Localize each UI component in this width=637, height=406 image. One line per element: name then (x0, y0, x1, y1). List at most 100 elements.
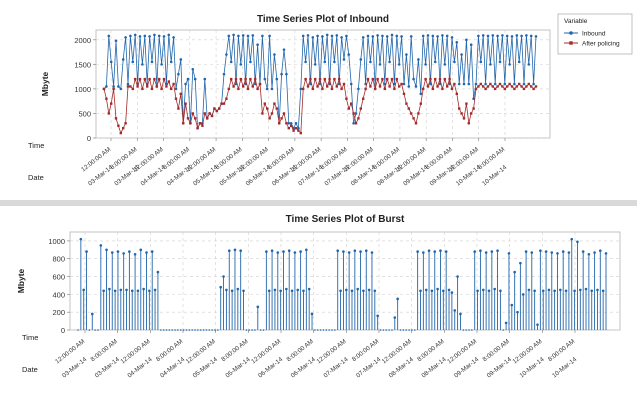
series-0-point-138 (471, 329, 473, 331)
series-0-point-61 (251, 329, 253, 331)
series-1-point-0 (102, 87, 106, 91)
series-0-point-83 (301, 34, 305, 38)
series-0-point-27 (153, 288, 157, 292)
series-0-point-138 (433, 60, 437, 64)
series-0-point-62 (251, 34, 255, 37)
series-1-point-124 (400, 82, 403, 86)
series-0-point-95 (330, 34, 334, 38)
y-tick-label-5: 1000 (48, 237, 65, 246)
series-0-point-180 (534, 35, 538, 38)
series-0-point-144 (487, 289, 491, 293)
series-0-point-132 (453, 309, 457, 312)
series-0-point-124 (430, 289, 434, 293)
series-0-point-26 (150, 250, 154, 253)
series-1-point-130 (414, 122, 418, 125)
series-0-point-158 (481, 34, 485, 37)
series-0-point-28 (156, 270, 160, 274)
series-0-point-18 (128, 250, 131, 253)
series-1-point-84 (304, 77, 307, 81)
series-1-point-151 (465, 102, 468, 105)
series-0-point-56 (237, 34, 240, 38)
y-axis-label: Mbyte (40, 71, 50, 96)
series-0-point-176 (525, 34, 528, 37)
series-0-point-51 (225, 53, 228, 56)
series-0-point-15 (119, 288, 123, 292)
series-1-point-131 (417, 112, 420, 115)
series-0-point-115 (405, 329, 408, 331)
series-0-point-142 (481, 288, 485, 292)
series-1-point-92 (323, 77, 326, 81)
series-1-point-16 (141, 87, 144, 91)
series-1-point-3 (110, 102, 113, 105)
series-0-point-134 (424, 63, 427, 66)
series-0-point-185 (604, 252, 608, 255)
series-0-point-165 (498, 60, 502, 64)
series-1-point-81 (297, 129, 300, 132)
series-0-point-157 (479, 60, 483, 64)
legend-entry-1: After policing (582, 41, 620, 48)
series-0-point-163 (541, 289, 545, 293)
series-0-point-142 (443, 63, 447, 66)
series-0-point-70 (276, 251, 280, 254)
series-1-point-99 (340, 87, 343, 91)
series-0-point-122 (424, 288, 428, 292)
series-0-point-166 (550, 251, 554, 254)
series-0-point-64 (259, 329, 262, 331)
burst-chart: Time Series Plot of Burst 0 200 400 600 800 10… (16, 214, 621, 379)
date-row-label: Date (22, 365, 38, 374)
series-0-point-116 (381, 34, 384, 38)
series-0-point-150 (462, 82, 466, 86)
series-0-point-54 (232, 33, 235, 37)
legend-swatch-marker-1 (569, 41, 573, 45)
series-0-point-126 (405, 53, 408, 56)
series-0-point-48 (214, 329, 216, 331)
series-0-point-154 (472, 97, 475, 101)
series-0-point-114 (376, 34, 379, 37)
series-1-point-168 (506, 85, 509, 88)
series-0-point-163 (493, 82, 497, 86)
series-0-point-183 (598, 249, 602, 253)
series-0-point-141 (479, 249, 482, 253)
series-0-point-66 (261, 34, 264, 38)
series-0-point-148 (457, 82, 461, 86)
series-0-point-67 (267, 289, 271, 293)
series-0-point-68 (270, 249, 274, 253)
series-0-point-147 (455, 40, 459, 44)
series-0-point-123 (397, 63, 401, 66)
series-1-point-113 (374, 87, 377, 91)
series-0-point-25 (148, 289, 151, 293)
series-0-point-171 (564, 289, 568, 293)
series-0-point-97 (353, 249, 357, 253)
series-1-point-173 (518, 82, 521, 86)
series-1-point-155 (474, 87, 478, 91)
series-1-point-169 (508, 82, 511, 86)
series-1-point-127 (407, 107, 410, 110)
series-0-point-102 (367, 288, 371, 292)
series-0-point-69 (268, 34, 271, 38)
series-1-point-144 (448, 77, 451, 81)
series-1-point-150 (462, 117, 466, 120)
series-0-point-23 (157, 34, 161, 38)
series-0-point-10 (105, 248, 108, 252)
series-0-point-8 (121, 58, 125, 61)
series-1-point-22 (155, 85, 158, 88)
series-0-point-40 (191, 329, 193, 331)
series-0-point-146 (493, 287, 496, 291)
series-0-point-159 (530, 251, 534, 254)
series-1-point-134 (424, 77, 427, 81)
series-1-point-90 (318, 77, 322, 81)
series-1-point-43 (206, 117, 209, 120)
series-1-point-111 (369, 85, 372, 88)
series-0-point-7 (97, 329, 99, 331)
series-1-point-137 (431, 87, 434, 91)
series-0-point-53 (229, 60, 233, 64)
series-0-point-14 (116, 250, 120, 253)
series-0-point-170 (510, 35, 514, 38)
series-1-point-35 (186, 117, 190, 120)
series-1-point-121 (393, 87, 396, 91)
series-1-point-104 (352, 112, 355, 115)
series-1-point-12 (131, 87, 134, 91)
y-tick-label-3: 600 (52, 273, 65, 282)
series-0-point-162 (539, 249, 542, 253)
series-0-point-55 (233, 248, 237, 252)
